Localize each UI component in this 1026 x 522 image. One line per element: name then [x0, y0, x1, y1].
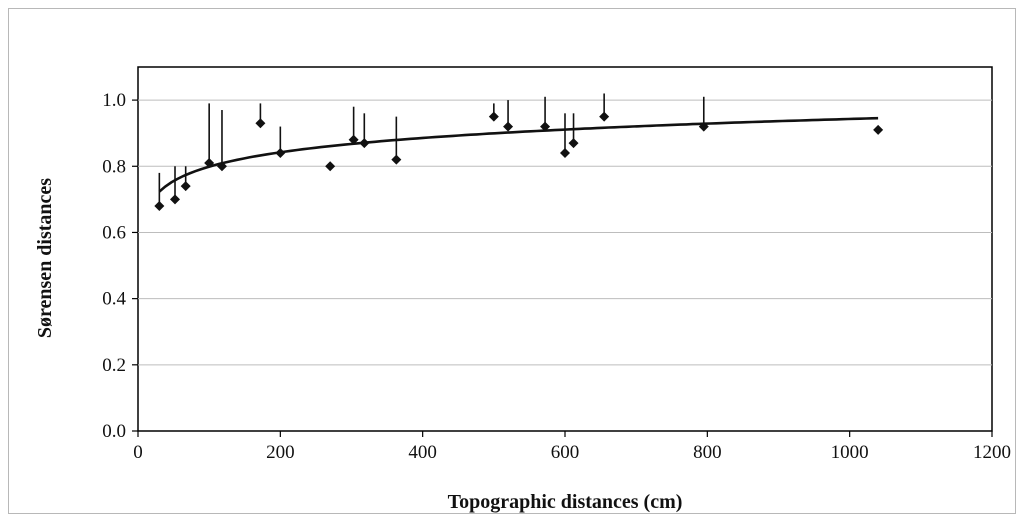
data-point — [359, 138, 370, 149]
x-tick-label: 1200 — [973, 442, 1011, 463]
data-point — [170, 194, 181, 205]
x-tick-label: 200 — [266, 442, 295, 463]
data-point — [488, 111, 499, 122]
gridlines — [138, 99, 992, 366]
data-point — [204, 157, 215, 168]
x-tick-label: 400 — [408, 442, 437, 463]
data-point — [599, 111, 610, 122]
data-point — [391, 154, 402, 165]
data-point — [503, 121, 514, 132]
data-point — [275, 148, 286, 159]
y-tick-label: 0.0 — [102, 421, 126, 442]
x-axis-title: Topographic distances (cm) — [448, 491, 683, 513]
y-tick-labels: 0.0 0.2 0.4 0.6 0.8 1.0 — [102, 90, 138, 442]
y-axis-title: Sørensen distances — [34, 178, 56, 338]
y-tick-label: 0.6 — [102, 222, 126, 243]
y-tick-label: 0.4 — [102, 289, 126, 310]
data-point — [325, 161, 336, 172]
x-tick-label: 800 — [693, 442, 722, 463]
x-tick-label: 600 — [551, 442, 580, 463]
x-tick-labels: 0 200 400 600 800 1000 1200 — [133, 431, 1011, 463]
x-tick-label: 1000 — [831, 442, 869, 463]
y-tick-label: 0.8 — [102, 156, 126, 177]
data-point — [255, 118, 266, 129]
data-point — [568, 138, 579, 149]
data-point — [180, 181, 191, 192]
data-point — [540, 121, 551, 132]
x-tick-label: 0 — [133, 442, 143, 463]
data-point — [154, 200, 165, 211]
data-point — [698, 121, 709, 132]
y-tick-label: 0.2 — [102, 355, 126, 376]
data-points — [154, 111, 884, 211]
data-point — [216, 161, 227, 172]
data-point — [873, 124, 884, 135]
data-point — [348, 134, 359, 145]
y-tick-label: 1.0 — [102, 90, 126, 111]
data-point — [560, 148, 570, 159]
